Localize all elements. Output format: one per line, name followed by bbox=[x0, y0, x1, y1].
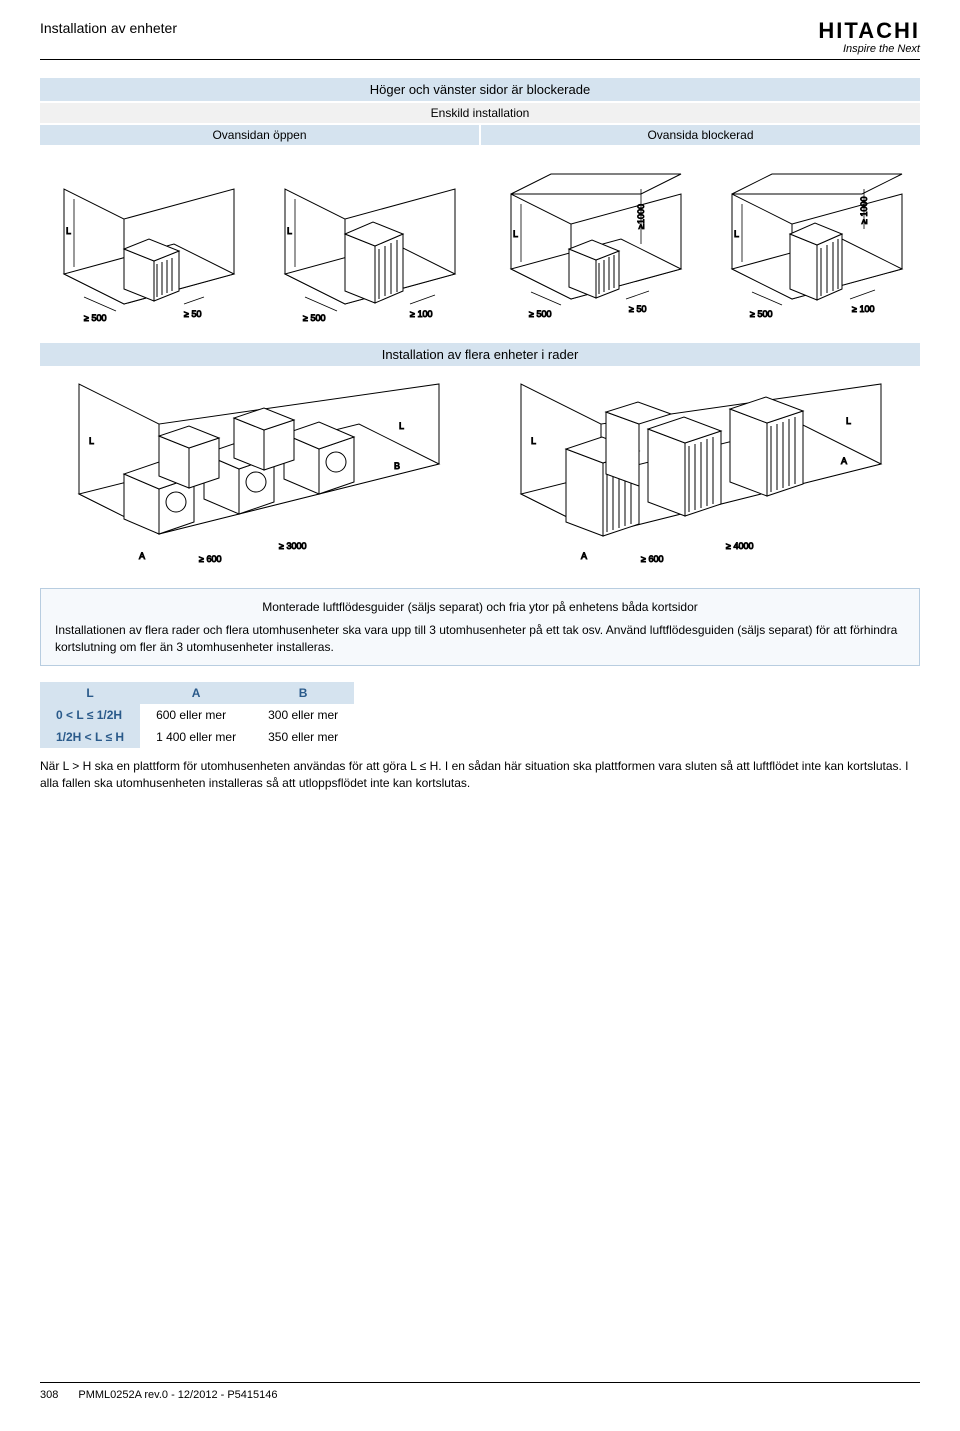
svg-text:≥ 500: ≥ 500 bbox=[529, 309, 551, 319]
svg-text:L: L bbox=[531, 436, 536, 446]
page-title: Installation av enheter bbox=[40, 20, 177, 36]
th-L: L bbox=[40, 682, 140, 704]
svg-text:L: L bbox=[734, 229, 739, 239]
info-body: Installationen av flera rader och flera … bbox=[55, 622, 905, 656]
dim-L: L bbox=[66, 226, 71, 236]
single-install-diagrams: L ≥ 500 ≥ 50 bbox=[40, 153, 920, 335]
diagram-rows-right: L A ≥ 600 ≥ 4000 A L bbox=[482, 368, 920, 580]
th-A: A bbox=[140, 682, 252, 704]
svg-text:L: L bbox=[846, 416, 851, 426]
page-number: 308 bbox=[40, 1389, 58, 1401]
diagram-single-1: L ≥ 500 ≥ 50 bbox=[40, 153, 257, 335]
diagram-single-4: L ≥ 1000 ≥ 500 ≥ 100 bbox=[703, 153, 920, 335]
info-box: Monterade luftflödesguider (säljs separa… bbox=[40, 588, 920, 666]
svg-text:≥ 100: ≥ 100 bbox=[852, 304, 874, 314]
svg-text:≥ 500: ≥ 500 bbox=[750, 309, 772, 319]
svg-text:B: B bbox=[394, 461, 400, 471]
svg-text:≥ 3000: ≥ 3000 bbox=[279, 541, 306, 551]
svg-text:≥ 1000: ≥ 1000 bbox=[859, 197, 869, 224]
svg-text:≥ 500: ≥ 500 bbox=[303, 313, 325, 323]
rows-install-diagrams: L A ≥ 600 ≥ 3000 B L bbox=[40, 368, 920, 580]
svg-text:≥ 4000: ≥ 4000 bbox=[726, 541, 753, 551]
section-banner-sub: Enskild installation bbox=[40, 103, 920, 123]
svg-text:A: A bbox=[581, 551, 587, 561]
dim-500: ≥ 500 bbox=[84, 313, 106, 323]
svg-text:L: L bbox=[89, 436, 94, 446]
svg-text:≥1000: ≥1000 bbox=[636, 204, 646, 229]
diagram-rows-left: L A ≥ 600 ≥ 3000 B L bbox=[40, 368, 478, 580]
column-headers: Ovansidan öppen Ovansida blockerad bbox=[40, 125, 920, 145]
brand-logo: HITACHI Inspire the Next bbox=[818, 20, 920, 55]
svg-text:≥ 600: ≥ 600 bbox=[641, 554, 663, 564]
svg-text:A: A bbox=[139, 551, 145, 561]
note-paragraph: När L > H ska en plattform för utomhusen… bbox=[40, 758, 920, 792]
svg-text:≥ 50: ≥ 50 bbox=[629, 304, 646, 314]
svg-text:L: L bbox=[513, 229, 518, 239]
table-row: 1/2H < L ≤ H 1 400 eller mer 350 eller m… bbox=[40, 726, 354, 748]
diagram-single-2: L ≥ 500 ≥ 100 bbox=[261, 153, 478, 335]
page-footer: 308 PMML0252A rev.0 - 12/2012 - P5415146 bbox=[40, 1382, 920, 1401]
logo-text: HITACHI bbox=[818, 20, 920, 42]
svg-text:L: L bbox=[399, 421, 404, 431]
diagram-single-3: L ≥1000 ≥ 500 ≥ 50 bbox=[482, 153, 699, 335]
col-header-right: Ovansida blockerad bbox=[481, 125, 920, 145]
dimensions-table: L A B 0 < L ≤ 1/2H 600 eller mer 300 ell… bbox=[40, 682, 354, 748]
page-header: Installation av enheter HITACHI Inspire … bbox=[40, 20, 920, 60]
logo-tagline: Inspire the Next bbox=[818, 44, 920, 55]
svg-text:≥ 600: ≥ 600 bbox=[199, 554, 221, 564]
doc-id: PMML0252A rev.0 - 12/2012 - P5415146 bbox=[78, 1389, 277, 1401]
dim-50: ≥ 50 bbox=[184, 309, 201, 319]
svg-text:A: A bbox=[841, 456, 847, 466]
table-row: 0 < L ≤ 1/2H 600 eller mer 300 eller mer bbox=[40, 704, 354, 726]
th-B: B bbox=[252, 682, 354, 704]
svg-text:L: L bbox=[287, 226, 292, 236]
col-header-left: Ovansidan öppen bbox=[40, 125, 479, 145]
info-title: Monterade luftflödesguider (säljs separa… bbox=[55, 599, 905, 616]
svg-text:≥ 100: ≥ 100 bbox=[410, 309, 432, 319]
section-banner-main: Höger och vänster sidor är blockerade bbox=[40, 78, 920, 101]
section-banner-rows: Installation av flera enheter i rader bbox=[40, 343, 920, 366]
